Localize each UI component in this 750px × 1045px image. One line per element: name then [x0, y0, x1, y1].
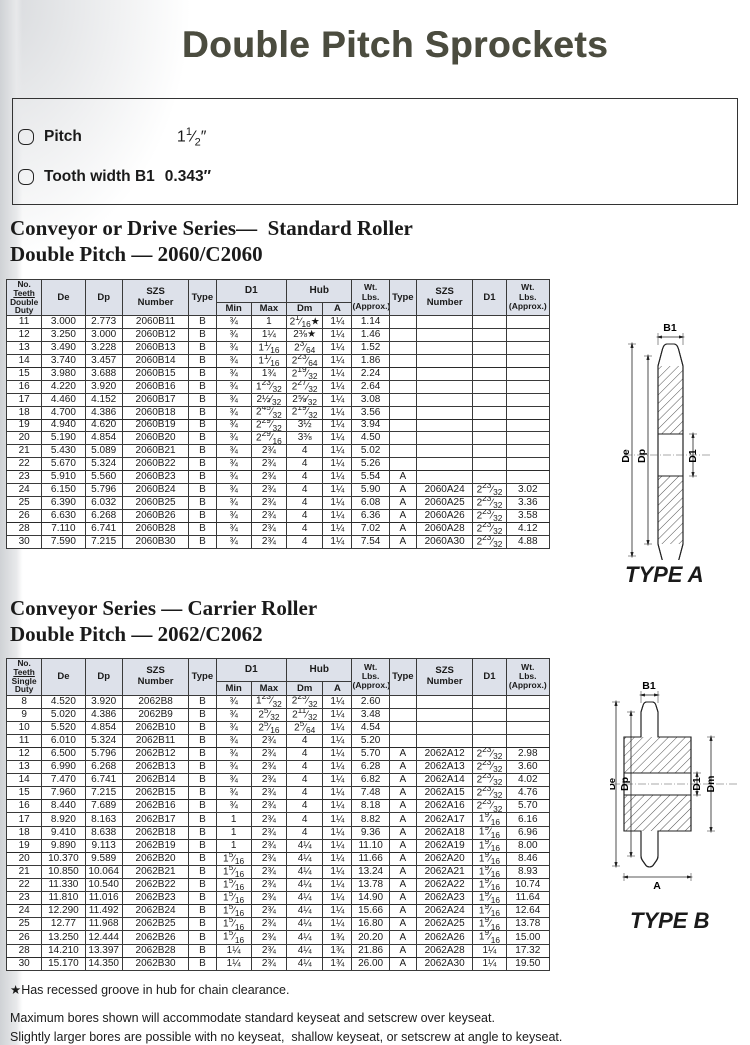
svg-text:B1: B1 — [663, 322, 677, 334]
svg-text:Dp: Dp — [636, 449, 648, 463]
svg-text:D1: D1 — [687, 449, 699, 463]
svg-text:D1: D1 — [691, 777, 703, 791]
svg-text:B1: B1 — [642, 680, 656, 692]
svg-text:Dp: Dp — [619, 777, 631, 791]
svg-text:Dm: Dm — [705, 776, 717, 793]
svg-text:A: A — [653, 880, 661, 890]
svg-text:De: De — [620, 449, 632, 463]
svg-text:De: De — [610, 778, 618, 790]
